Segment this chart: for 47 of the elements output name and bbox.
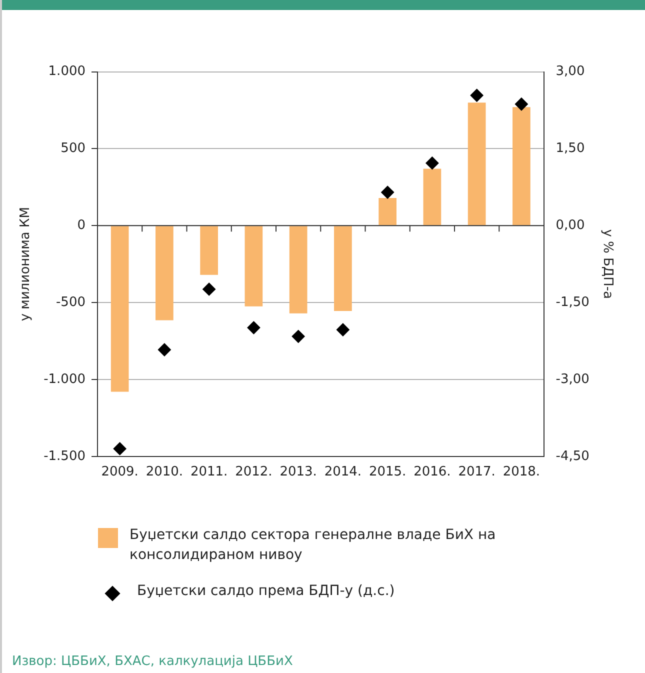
bar — [200, 226, 218, 275]
bar — [423, 168, 442, 226]
x-tick-label: 2015. — [368, 464, 406, 480]
point — [292, 330, 305, 343]
bar — [244, 226, 263, 306]
point — [202, 282, 216, 296]
legend-label: Буџетски салдо према БДП-у (д.с.) — [137, 582, 395, 601]
text: Извор: ЦББиХ, БХАС, калкулација ЦББиХ — [12, 654, 293, 669]
point — [426, 156, 439, 170]
point — [470, 88, 484, 102]
x-tick-label: 2017. — [458, 464, 496, 480]
point — [381, 186, 394, 199]
x-tick-label: 2016. — [414, 464, 451, 480]
y2-tick-label: -1,50 — [556, 294, 590, 310]
legend-label: Буџетски салдо сектора генералне владе БиХ на консолидираном нивоу — [130, 526, 497, 565]
point — [336, 323, 350, 336]
y2-tick-label: 1,50 — [556, 141, 585, 156]
bar — [512, 107, 530, 226]
y2-tick-label: 3,00 — [556, 64, 585, 80]
y2-tick-label: -3,00 — [556, 372, 590, 387]
point — [158, 343, 171, 356]
y2-axis-title: у % БДП-а — [600, 229, 615, 300]
x-tick-label: 2013. — [280, 464, 317, 480]
x-tick-label: 2010. — [146, 464, 184, 480]
y-tick-label: -500 — [56, 294, 86, 310]
x-tick-label: 2012. — [235, 464, 272, 480]
y-tick-label: -1.500 — [44, 448, 86, 464]
y-tick-label: -1.000 — [44, 372, 86, 387]
y-tick-label: 1.000 — [48, 64, 86, 80]
bar — [156, 226, 174, 320]
y2-tick-label: -4,50 — [556, 448, 590, 464]
point — [247, 321, 260, 334]
x-tick-label: 2014. — [324, 464, 362, 480]
y-tick-label: 0 — [77, 218, 86, 234]
x-tick-label: 2009. — [101, 464, 138, 480]
bar — [334, 226, 352, 312]
x-tick-label: 2018. — [502, 464, 540, 480]
y-tick-label: 500 — [60, 141, 86, 156]
y2-tick-label: 0,00 — [556, 218, 585, 234]
bar — [289, 226, 308, 314]
bar — [110, 226, 129, 392]
point — [113, 442, 126, 456]
y-axis-title: у милионима КМ — [18, 207, 34, 322]
point — [514, 98, 528, 111]
bar — [378, 198, 396, 226]
bar — [468, 102, 486, 226]
x-tick-label: 2011. — [190, 464, 228, 480]
